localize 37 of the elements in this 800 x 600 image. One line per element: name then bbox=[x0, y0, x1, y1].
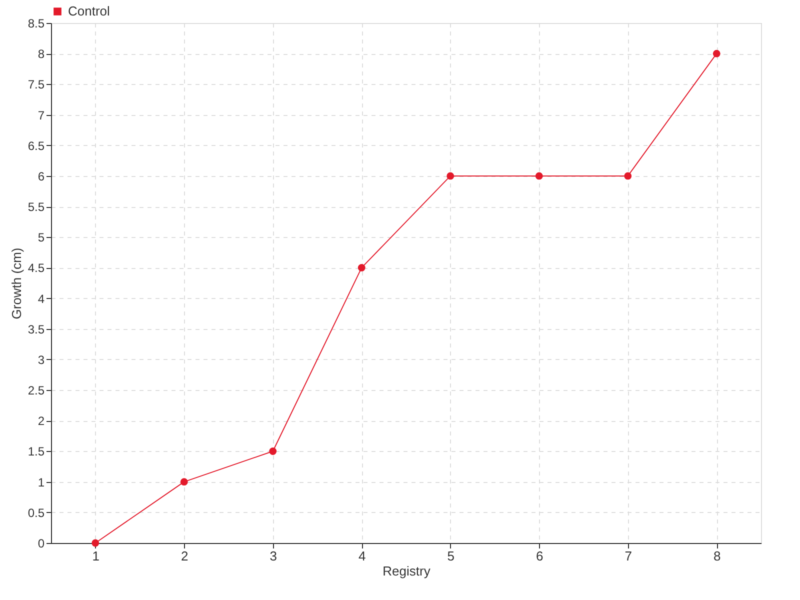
x-tick-label: 6 bbox=[536, 548, 544, 564]
x-tick-label: 1 bbox=[92, 548, 100, 564]
point bbox=[624, 172, 632, 180]
y-tick-label: 4.5 bbox=[28, 261, 45, 276]
point bbox=[446, 172, 454, 180]
y-tick-label: 8.5 bbox=[28, 16, 45, 30]
x-tick-label: 8 bbox=[714, 548, 721, 564]
y-tick-label: 1 bbox=[38, 475, 45, 490]
point bbox=[712, 50, 720, 58]
y-tick-label: 4 bbox=[38, 292, 45, 306]
y-tick-label: 7 bbox=[38, 108, 45, 122]
x-tick-label: 7 bbox=[624, 548, 632, 564]
y-tick-label: 7.5 bbox=[28, 78, 45, 92]
x-tick-label: 3 bbox=[270, 548, 277, 564]
y-tick-label: 5.5 bbox=[28, 200, 45, 214]
x-tick-label: 4 bbox=[358, 548, 366, 564]
point bbox=[180, 478, 188, 486]
legend-label: Control bbox=[68, 4, 110, 18]
y-tick-label: 2 bbox=[38, 414, 45, 428]
x-tick-label: 5 bbox=[447, 548, 454, 564]
x-axis-title: Registry bbox=[382, 564, 431, 578]
y-tick-label: 2.5 bbox=[28, 384, 45, 398]
point bbox=[269, 448, 277, 455]
point bbox=[358, 264, 366, 272]
y-tick-label: 3.5 bbox=[28, 322, 45, 336]
y-tick-label: 0 bbox=[38, 536, 45, 550]
point bbox=[92, 539, 100, 547]
point bbox=[535, 172, 543, 180]
y-axis-title: Growth (cm) bbox=[8, 248, 24, 320]
y-tick-label: 1.5 bbox=[28, 444, 45, 459]
x-tick-label: 2 bbox=[181, 548, 188, 564]
y-tick-label: 0.5 bbox=[28, 506, 45, 520]
y-tick-label: 6.5 bbox=[28, 138, 45, 153]
y-tick-label: 6 bbox=[38, 169, 45, 184]
y-tick-label: 8 bbox=[38, 47, 45, 62]
y-tick-label: 3 bbox=[38, 352, 45, 367]
y-tick-label: 5 bbox=[38, 230, 45, 245]
